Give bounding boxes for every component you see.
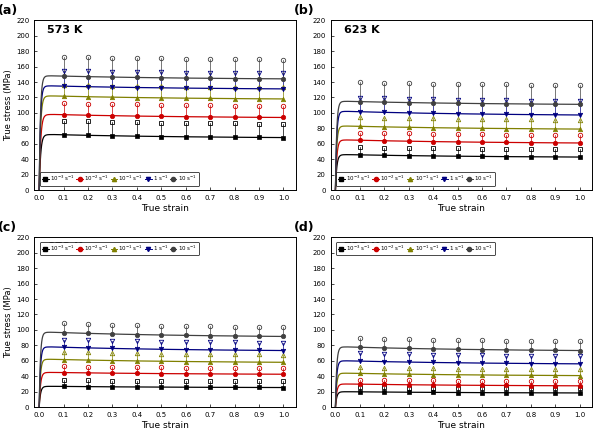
Text: 723 K: 723 K <box>344 242 379 252</box>
Legend: $10^{-3}$ s$^{-1}$, $10^{-2}$ s$^{-1}$, $10^{-1}$ s$^{-1}$, $1$ s$^{-1}$, $10$ s: $10^{-3}$ s$^{-1}$, $10^{-2}$ s$^{-1}$, … <box>336 242 495 256</box>
X-axis label: True strain: True strain <box>437 421 485 430</box>
Legend: $10^{-3}$ s$^{-1}$, $10^{-2}$ s$^{-1}$, $10^{-1}$ s$^{-1}$, $1$ s$^{-1}$, $10$ s: $10^{-3}$ s$^{-1}$, $10^{-2}$ s$^{-1}$, … <box>336 172 495 186</box>
Y-axis label: True stress (MPa): True stress (MPa) <box>4 69 13 141</box>
Text: (a): (a) <box>0 4 18 17</box>
Y-axis label: True stress (MPa): True stress (MPa) <box>4 286 13 358</box>
Legend: $10^{-3}$ s$^{-1}$, $10^{-2}$ s$^{-1}$, $10^{-1}$ s$^{-1}$, $1$ s$^{-1}$, $10$ s: $10^{-3}$ s$^{-1}$, $10^{-2}$ s$^{-1}$, … <box>40 242 199 256</box>
X-axis label: True strain: True strain <box>141 421 189 430</box>
Text: (b): (b) <box>294 4 315 17</box>
Text: (c): (c) <box>0 221 17 234</box>
X-axis label: True strain: True strain <box>437 204 485 213</box>
Text: 573 K: 573 K <box>47 25 83 35</box>
Text: 673 K: 673 K <box>47 242 83 252</box>
Legend: $10^{-3}$ s$^{-1}$, $10^{-2}$ s$^{-1}$, $10^{-1}$ s$^{-1}$, $1$ s$^{-1}$, $10$ s: $10^{-3}$ s$^{-1}$, $10^{-2}$ s$^{-1}$, … <box>40 172 199 186</box>
Text: (d): (d) <box>294 221 315 234</box>
X-axis label: True strain: True strain <box>141 204 189 213</box>
Text: 623 K: 623 K <box>344 25 379 35</box>
